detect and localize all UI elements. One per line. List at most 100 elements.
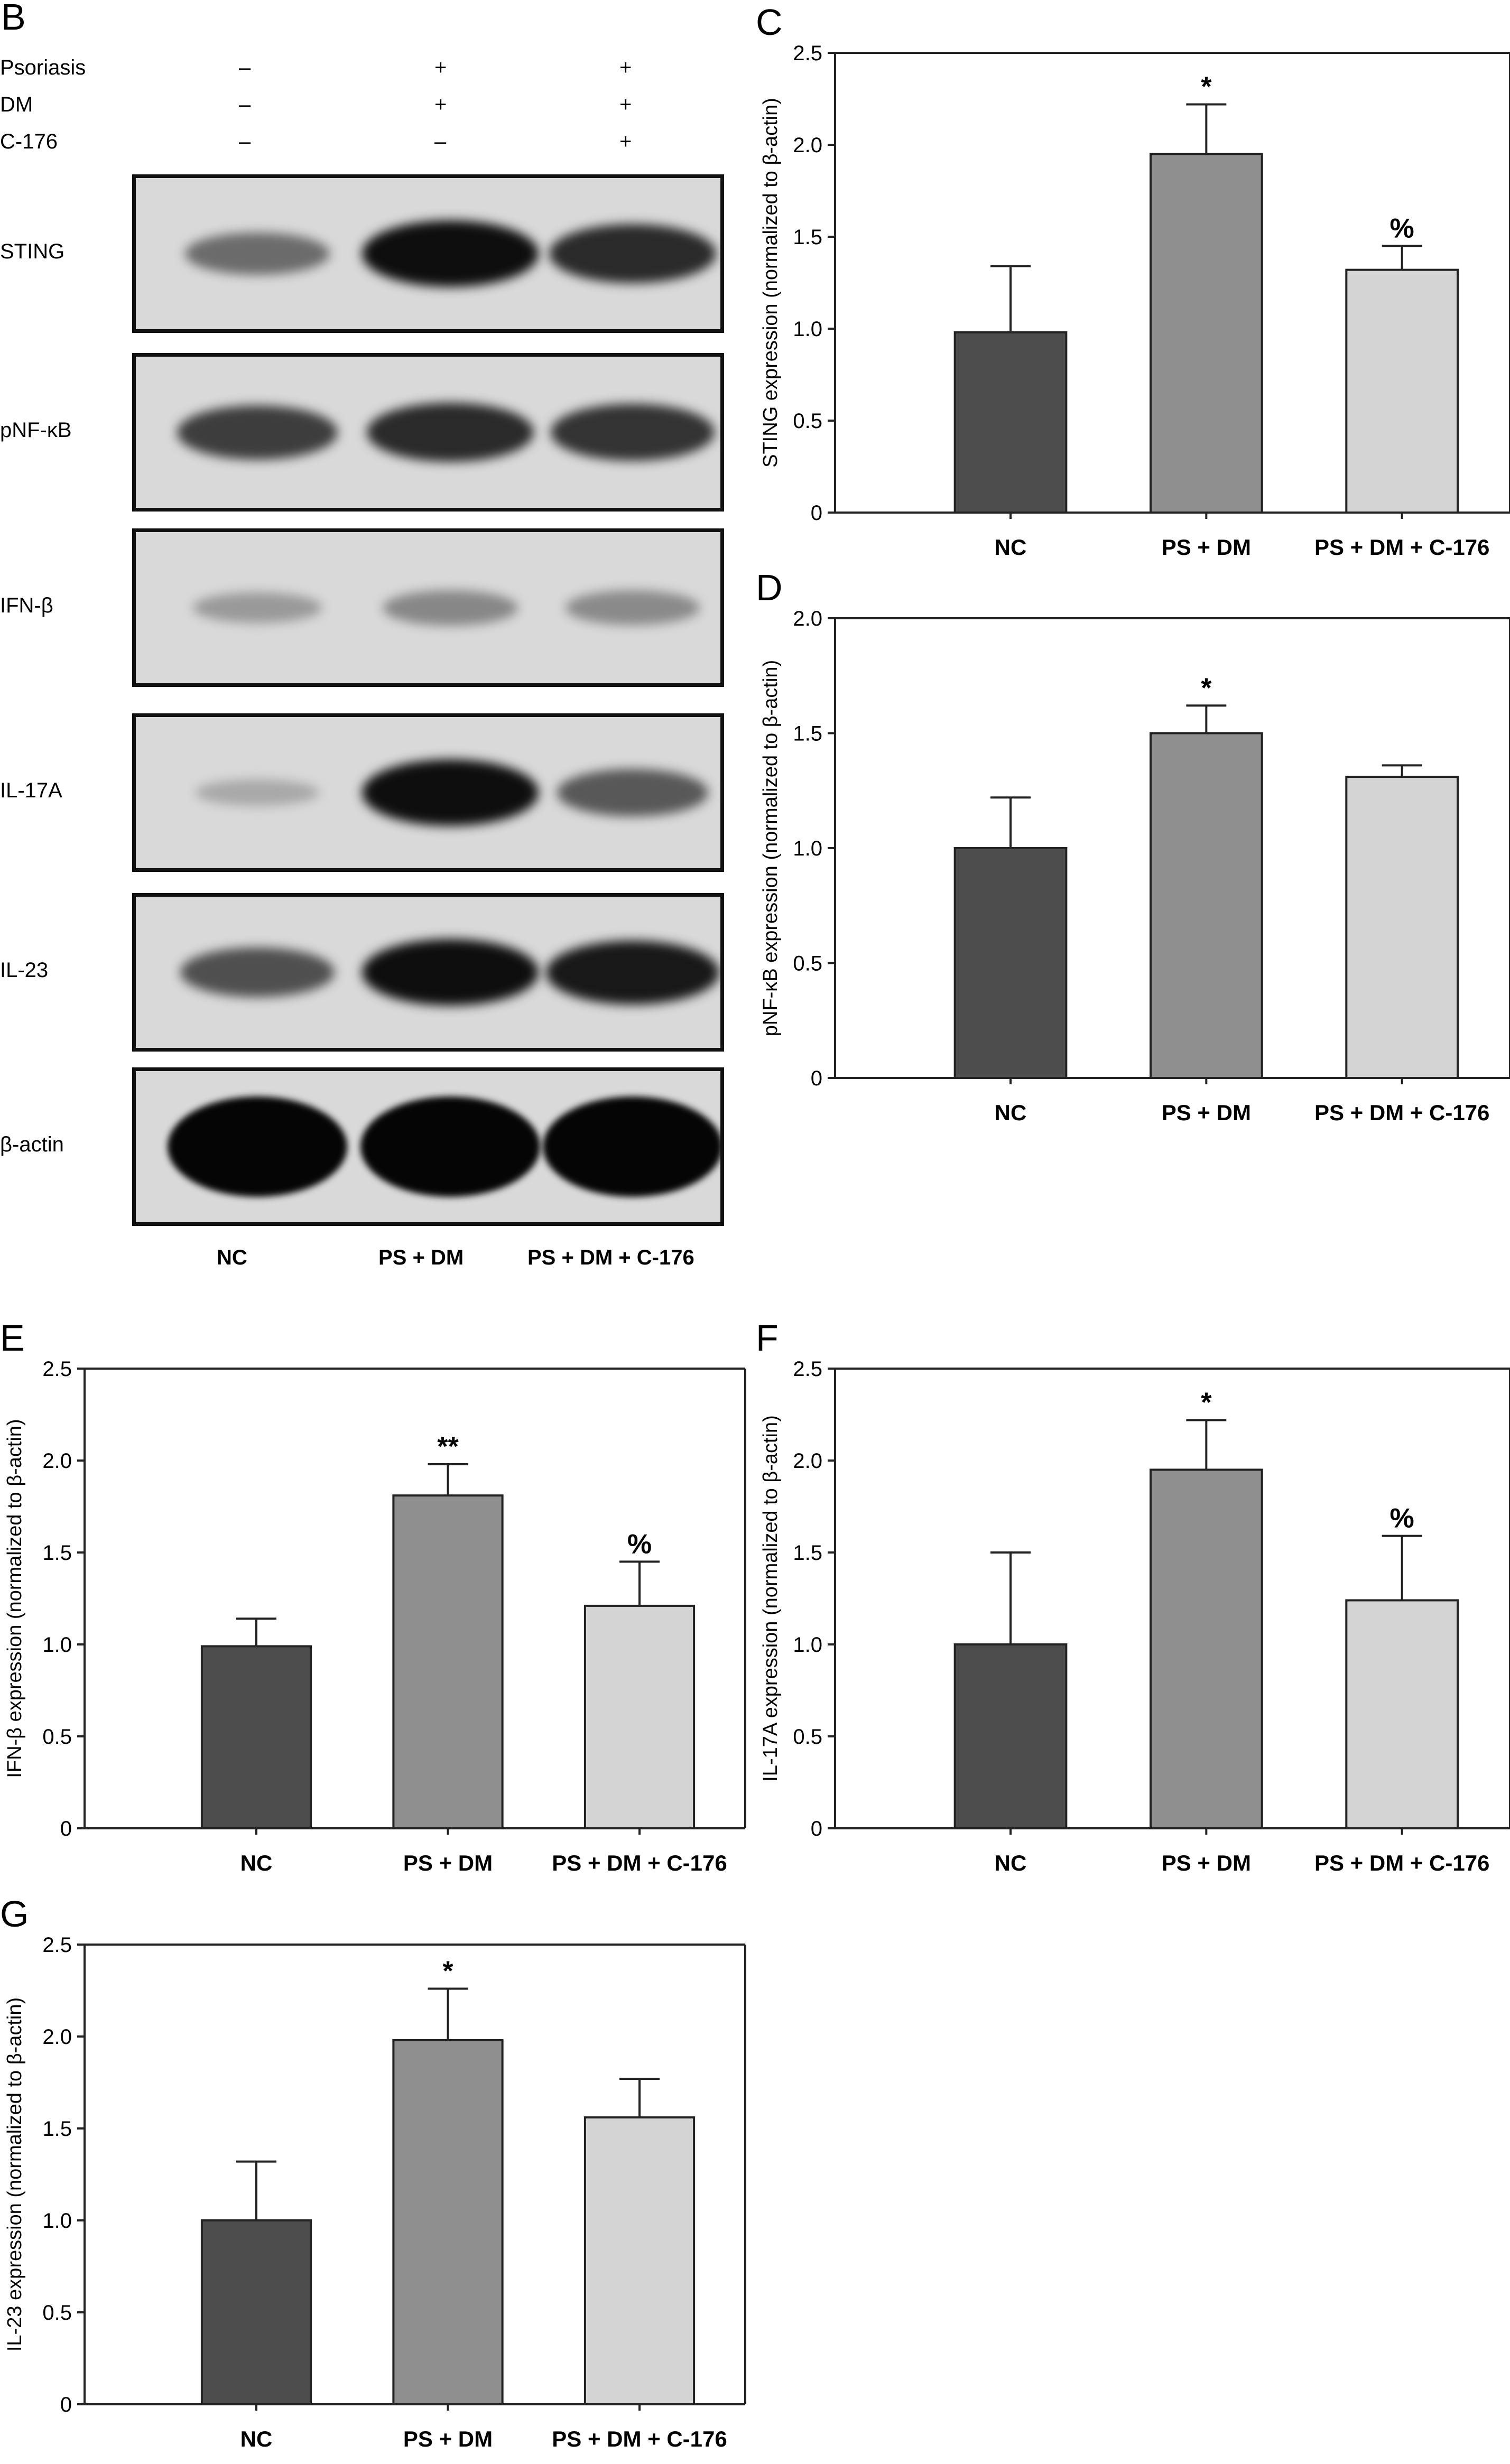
bar [1345, 268, 1459, 514]
pnfkb-expression-chart: D 0 0.5 1.0 1.5 2.0 pNF-κB expression (normali… [756, 567, 1510, 1125]
panel-letter: E [0, 1317, 25, 1359]
sting-expression-chart: C 0 0.5 1.0 1.5 2.0 2.5 STING expression (norma… [756, 2, 1510, 560]
category-label: PS + DM [403, 2426, 493, 2451]
protein-band [549, 224, 716, 283]
significance-mark: ** [437, 1431, 459, 1462]
bar [583, 1604, 696, 1829]
y-tick-label: 0.5 [42, 1725, 72, 1749]
category-label: PS + DM + C-176 [1314, 1851, 1489, 1875]
condition-mark: + [619, 93, 632, 116]
panel-letter: C [756, 2, 783, 43]
protein-band [360, 1096, 540, 1197]
significance-mark: % [1390, 1503, 1414, 1534]
protein-band [383, 590, 518, 626]
il17a-expression-chart: F 0 0.5 1.0 1.5 2.0 2.5 IL-17A expression (norm… [756, 1317, 1510, 1875]
bar [953, 847, 1068, 1079]
bar [953, 1643, 1068, 1829]
protein-label: STING [0, 240, 65, 263]
protein-label: IL-23 [0, 959, 49, 982]
y-tick-label: 1.5 [793, 1541, 822, 1565]
y-axis-label: IL-23 expression (normalized to β-actin) [4, 1997, 26, 2351]
significance-mark: % [627, 1529, 652, 1559]
protein-band [566, 590, 700, 625]
category-label: NC [995, 1851, 1027, 1875]
protein-band [362, 220, 539, 287]
panel-letter: G [0, 1893, 29, 1935]
category-label: PS + DM [1162, 1100, 1251, 1125]
y-tick-label: 1.0 [42, 1633, 72, 1657]
protein-label: β-actin [0, 1133, 64, 1156]
condition-mark: + [434, 56, 447, 79]
panel-letter: F [756, 1317, 779, 1359]
y-tick-label: 0.5 [793, 410, 822, 433]
y-tick-label: 0 [811, 1067, 822, 1090]
blot-strip [132, 174, 724, 333]
lane-label: PS + DM + C-176 [527, 1246, 694, 1269]
protein-band [177, 405, 338, 460]
blot-strip [132, 713, 724, 872]
protein-band [362, 759, 539, 826]
significance-mark: * [1201, 71, 1212, 102]
bar [1345, 776, 1459, 1079]
category-label: PS + DM + C-176 [552, 2426, 727, 2451]
y-tick-label: 2.0 [793, 1449, 822, 1473]
category-label: NC [995, 1100, 1027, 1125]
protein-band [557, 769, 708, 816]
protein-band [185, 232, 330, 275]
category-label: PS + DM [403, 1851, 493, 1875]
lane-label: NC [217, 1246, 247, 1269]
y-axis-label: IL-17A expression (normalized to β-actin… [759, 1415, 782, 1782]
y-tick-label: 2.5 [793, 42, 822, 65]
bar [583, 2116, 696, 2405]
category-label: PS + DM + C-176 [1314, 535, 1489, 560]
condition-mark: – [239, 130, 251, 153]
category-label: NC [240, 1851, 273, 1875]
y-tick-label: 1.0 [793, 837, 822, 860]
condition-mark: – [239, 93, 251, 116]
condition-mark: + [619, 56, 632, 79]
protein-band [195, 779, 320, 806]
panel-letter-b: B [1, 0, 26, 38]
condition-label: Psoriasis [0, 56, 86, 79]
category-label: PS + DM + C-176 [552, 1851, 727, 1875]
protein-band [180, 947, 335, 997]
bar [1149, 1468, 1263, 1829]
protein-band [193, 592, 322, 623]
blot-strip [132, 353, 724, 512]
bar [1149, 732, 1263, 1079]
y-tick-label: 2.5 [42, 1357, 72, 1381]
category-label: PS + DM [1162, 535, 1251, 560]
protein-label: IL-17A [0, 779, 62, 802]
bar [953, 331, 1068, 514]
y-axis-label: IFN-β expression (normalized to β-actin) [4, 1419, 26, 1778]
protein-band [543, 1096, 720, 1197]
blot-strip [132, 528, 724, 687]
y-tick-label: 0 [811, 501, 822, 525]
lane-label: PS + DM [378, 1246, 464, 1269]
y-tick-label: 0 [60, 2393, 72, 2416]
panel-letter: D [756, 567, 783, 608]
bar [200, 1645, 312, 1829]
condition-mark: + [619, 130, 632, 153]
bar [392, 1494, 504, 1829]
y-tick-label: 0.5 [42, 2301, 72, 2324]
condition-label: C-176 [0, 130, 58, 153]
y-tick-label: 0.5 [793, 952, 822, 975]
y-tick-label: 2.5 [42, 1933, 72, 1957]
category-label: NC [995, 535, 1027, 560]
significance-mark: % [1390, 213, 1414, 244]
y-tick-label: 2.0 [42, 1449, 72, 1473]
y-axis-label: pNF-κB expression (normalized to β-actin… [759, 660, 782, 1036]
protein-band [551, 404, 715, 461]
protein-band [362, 939, 539, 1006]
y-tick-label: 0 [60, 1817, 72, 1840]
y-tick-label: 0 [811, 1817, 822, 1840]
y-tick-label: 1.5 [42, 2117, 72, 2141]
category-label: NC [240, 2426, 273, 2451]
y-tick-label: 1.0 [793, 1633, 822, 1657]
y-tick-label: 2.5 [793, 1357, 822, 1381]
protein-band [367, 403, 534, 462]
condition-mark: – [434, 130, 447, 153]
protein-band [168, 1096, 347, 1197]
blot-strip [132, 1067, 724, 1226]
